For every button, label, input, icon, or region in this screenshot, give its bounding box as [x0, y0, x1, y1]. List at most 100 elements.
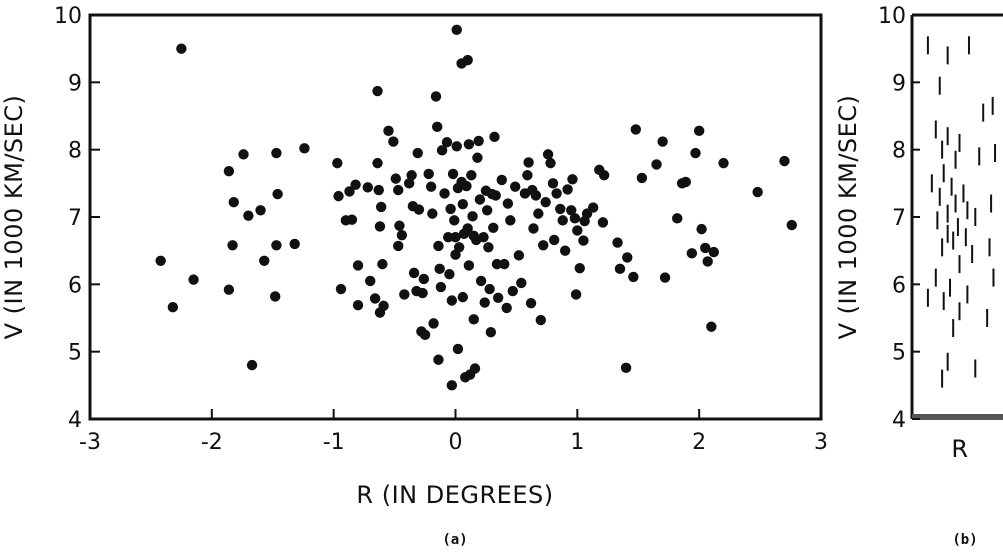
- data-point: [490, 190, 501, 201]
- x-tick-label-a: 0: [449, 430, 463, 455]
- data-point: [551, 188, 562, 199]
- data-point: [557, 215, 568, 226]
- data-point: [598, 170, 610, 181]
- data-point: [365, 275, 376, 287]
- x-tick-label-a: 3: [814, 430, 828, 455]
- data-point: [289, 238, 300, 250]
- data-point: [457, 291, 469, 303]
- data-point: [383, 125, 394, 137]
- data-point: [474, 194, 486, 205]
- data-point: [269, 291, 281, 302]
- x-axis-title-b: R: [951, 435, 968, 463]
- data-point: [346, 214, 358, 225]
- data-point: [167, 302, 179, 313]
- data-point: [425, 181, 437, 192]
- data-point: [499, 258, 510, 270]
- data-point: [227, 240, 238, 251]
- data-point: [523, 157, 534, 168]
- data-point: [622, 252, 633, 263]
- data-point: [572, 225, 583, 236]
- y-tick-label-a: 5: [68, 341, 82, 366]
- data-point: [578, 235, 589, 246]
- y-tick-label-b: 10: [878, 4, 906, 29]
- data-point: [439, 188, 450, 199]
- data-point: [562, 184, 573, 195]
- data-point: [574, 262, 585, 274]
- data-point: [462, 223, 473, 234]
- data-point: [693, 125, 705, 137]
- data-point: [567, 174, 578, 185]
- y-axis-a: 4 5 6 7 8 9 10: [54, 4, 100, 433]
- y-tick-label-b: 4: [892, 408, 906, 433]
- data-point: [680, 176, 691, 188]
- data-point: [696, 223, 707, 235]
- data-point: [507, 285, 518, 297]
- data-point: [243, 210, 254, 221]
- data-point: [485, 326, 497, 338]
- data-point: [620, 362, 632, 374]
- data-point: [430, 91, 442, 102]
- data-point: [271, 240, 282, 251]
- y-tick-label-a: 9: [68, 71, 82, 96]
- data-point: [433, 240, 444, 252]
- data-point: [533, 208, 544, 219]
- data-point: [299, 143, 310, 154]
- data-point: [484, 283, 495, 295]
- data-point: [472, 152, 483, 163]
- data-point: [374, 221, 386, 232]
- data-point: [496, 174, 507, 186]
- data-point: [435, 281, 447, 293]
- data-point: [418, 273, 430, 285]
- data-point: [404, 178, 415, 189]
- data-point: [686, 248, 698, 259]
- data-point: [659, 272, 671, 283]
- data-points-a: [155, 24, 797, 391]
- data-point: [545, 157, 556, 169]
- data-point: [444, 269, 455, 280]
- data-point: [502, 198, 514, 209]
- data-point: [453, 242, 465, 253]
- data-point: [390, 173, 402, 184]
- data-point: [271, 147, 282, 159]
- data-point: [535, 314, 546, 326]
- scatter-panel-b: 4 5 6 7 8 9 10 R V (IN 1000 KM/SEC) (b): [834, 4, 1003, 548]
- data-point: [708, 246, 719, 258]
- data-point: [597, 217, 609, 228]
- data-point: [469, 363, 481, 374]
- data-point: [417, 287, 428, 299]
- data-point: [548, 234, 560, 246]
- data-point: [352, 300, 364, 311]
- data-point: [489, 131, 500, 143]
- data-point: [408, 267, 420, 279]
- data-point: [412, 147, 423, 159]
- y-tick-label-b: 9: [892, 71, 906, 96]
- data-point: [223, 284, 235, 295]
- data-point: [369, 293, 381, 304]
- x-tick-label-a: -2: [201, 430, 223, 455]
- data-point: [393, 184, 404, 196]
- data-point: [525, 297, 537, 309]
- data-point: [449, 215, 460, 226]
- data-point: [427, 208, 438, 219]
- data-point: [433, 354, 444, 365]
- data-point: [238, 149, 249, 160]
- x-tick-label-a: 2: [692, 430, 706, 455]
- data-point: [540, 196, 551, 208]
- data-point: [478, 232, 489, 243]
- data-point: [335, 283, 347, 295]
- data-point: [467, 211, 478, 222]
- data-point: [446, 380, 458, 391]
- data-point: [428, 318, 439, 329]
- data-point: [555, 203, 566, 215]
- x-axis-title-a: R (IN DEGREES): [356, 481, 553, 509]
- data-point: [451, 24, 462, 36]
- data-point: [155, 255, 166, 266]
- data-point: [547, 178, 559, 189]
- data-point: [587, 202, 599, 213]
- data-point: [463, 260, 475, 271]
- x-tick-label-a: 1: [570, 430, 584, 455]
- y-tick-label-b: 6: [892, 273, 906, 298]
- data-point: [630, 124, 642, 135]
- data-point: [569, 213, 581, 224]
- panel-label-a: (a): [442, 532, 467, 548]
